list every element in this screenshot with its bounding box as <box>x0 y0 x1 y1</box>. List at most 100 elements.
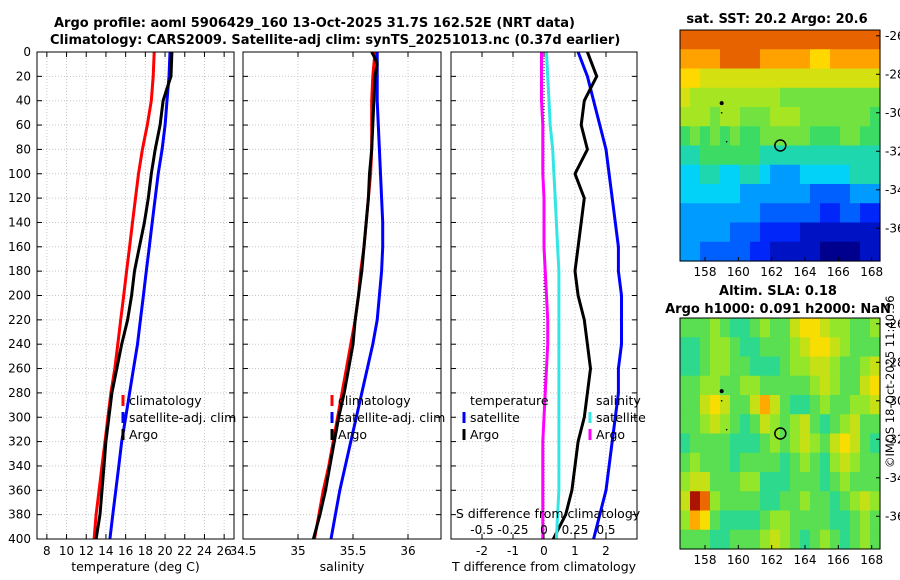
sla_map-cell <box>680 356 691 377</box>
sst_map-xtick-label: 168 <box>860 265 883 279</box>
sla_map-cell <box>700 491 711 512</box>
sla_map-xtick-label: 158 <box>694 553 717 567</box>
sst_map-cell <box>790 184 801 204</box>
sst_map-cell <box>750 241 761 262</box>
sst_map-cell <box>680 184 691 204</box>
sla_map-cell <box>850 375 861 396</box>
sst_map-cell <box>680 222 691 243</box>
sst_map-track-dot <box>720 111 723 114</box>
sla_map-cell <box>770 395 781 415</box>
sst_map-cell <box>870 68 881 89</box>
sst_map-cell <box>810 49 821 70</box>
sst_map-cell <box>710 241 721 262</box>
sst_map-cell <box>710 87 721 108</box>
sst_map-cell <box>840 241 851 262</box>
sla_map-cell <box>820 472 831 492</box>
sla_map-cell <box>840 318 851 338</box>
sst_map-cell <box>810 126 821 147</box>
sst_map-cell <box>820 164 831 185</box>
sst_map-cell <box>860 126 871 147</box>
difference-top-xtick-label: 0.25 <box>562 523 589 537</box>
sst_map-cell <box>830 126 841 147</box>
sst_map-cell <box>810 145 821 166</box>
temperature-ytick-label: 260 <box>8 362 31 376</box>
sst_map-cell <box>680 203 691 224</box>
sla_map-cell <box>780 414 791 435</box>
sst_map-cell <box>760 203 771 224</box>
sst_map-cell <box>820 222 831 243</box>
sla_map-cell <box>680 529 691 550</box>
difference-xtick-label: -1 <box>507 544 519 558</box>
sst_map-cell <box>840 145 851 166</box>
sst_map-cell <box>700 241 711 262</box>
sla_map-cell <box>750 356 761 377</box>
sst_map-cell <box>790 145 801 166</box>
sst_map-ytick-label: -26 <box>885 29 900 43</box>
sla_map-cell <box>780 356 791 377</box>
sla_map-cell <box>830 529 841 550</box>
sst_map-cell <box>770 203 781 224</box>
sst_map-cell <box>860 30 871 50</box>
sla_map-cell <box>690 318 701 338</box>
sla_map-xtick-label: 168 <box>860 553 883 567</box>
sla_map-cell <box>760 529 771 550</box>
difference-top-xtick-label: -0.5 <box>470 523 493 537</box>
sst_map-cell <box>760 222 771 243</box>
sla_map-cell <box>790 395 801 415</box>
sla_map-cell <box>860 395 871 415</box>
sst_map-cell <box>720 107 731 127</box>
sst_map-cell <box>820 145 831 166</box>
sst_map-cell <box>800 30 811 50</box>
sla_map-cell <box>730 510 741 531</box>
sla_map-cell <box>700 510 711 531</box>
difference-top-xtick-label: 0 <box>540 523 548 537</box>
sst_map-cell <box>820 184 831 204</box>
sla_map-cell <box>840 337 851 358</box>
sst_map-cell <box>750 164 761 185</box>
sla_map-cell <box>760 472 771 492</box>
temperature-ytick-label: 120 <box>8 191 31 205</box>
sla_map-cell <box>680 414 691 435</box>
sst_map-cell <box>850 241 861 262</box>
sla_map-cell <box>690 491 701 512</box>
sla_map-cell <box>730 472 741 492</box>
sst_map-cell <box>680 145 691 166</box>
sst_map-cell <box>830 222 841 243</box>
sst_map-cell <box>830 241 841 262</box>
salinity-series-satellite-adj-clim <box>329 52 385 540</box>
sla_map-cell <box>820 414 831 435</box>
sst_map-cell <box>860 87 871 108</box>
temperature-ytick-label: 380 <box>8 508 31 522</box>
sst_map-xtick-label: 164 <box>794 265 817 279</box>
sla_map-cell <box>740 510 751 531</box>
sla_map-cell <box>680 375 691 396</box>
sla_map-cell <box>750 510 761 531</box>
temperature-ytick-label: 160 <box>8 240 31 254</box>
sst_map-cell <box>850 107 861 127</box>
temperature-series-satellite-adj-clim <box>108 51 172 540</box>
sla_map-cell <box>770 510 781 531</box>
sla_map-cell <box>820 452 831 473</box>
sla_map-cell <box>860 414 871 435</box>
sla_map-cell <box>710 510 721 531</box>
sla_map-cell <box>700 529 711 550</box>
sla_map-cell <box>810 375 821 396</box>
sla_map-cell <box>830 337 841 358</box>
sla_map-cell <box>740 452 751 473</box>
sst_map-cell <box>840 30 851 50</box>
sla_map-cell <box>730 356 741 377</box>
sla_map-cell <box>710 356 721 377</box>
sst_map-cell <box>680 164 691 185</box>
sla_map-cell <box>730 318 741 338</box>
sst_map-cell <box>730 68 741 89</box>
sst_map-cell <box>860 107 871 127</box>
sla_map-cell <box>760 337 771 358</box>
sst_map-cell <box>850 203 861 224</box>
sla_map-cell <box>780 395 791 415</box>
sla_map-cell <box>770 452 781 473</box>
sla_map-cell <box>730 433 741 454</box>
difference-xtick-label: 1 <box>571 544 579 558</box>
sst_map-cell <box>840 203 851 224</box>
sla_map-cell <box>800 433 811 454</box>
sla_map-cell <box>700 433 711 454</box>
